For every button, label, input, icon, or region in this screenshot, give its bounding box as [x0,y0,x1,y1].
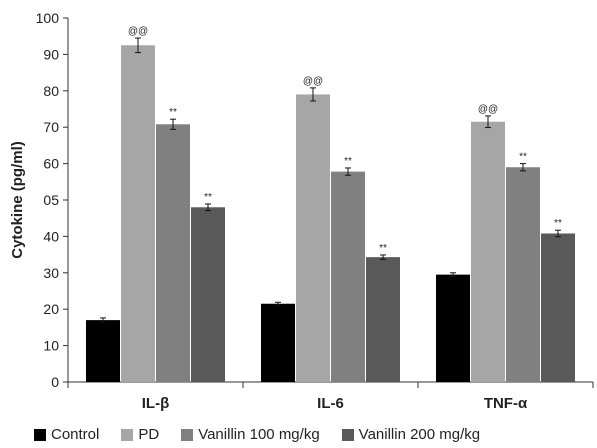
x-tick-label: IL-β [142,395,169,412]
bar [541,233,575,382]
legend-item: Control [34,426,99,443]
bar [121,45,155,383]
legend-item: Vanillin 200 mg/kg [341,426,481,443]
legend: Control PD Vanillin 100 mg/kg Vanillin 200 … [34,426,480,443]
y-tick-label: 0 [51,374,59,390]
bar [366,257,400,382]
y-tick-label: 20 [43,301,59,317]
bars: @@ ** ** @@ ** ** @@ ** ** [86,26,575,383]
legend-label: Vanillin 100 mg/kg [198,426,320,443]
y-tick-label: 60 [43,156,59,172]
significance-label: ** [344,156,352,167]
y-tick-label: 100 [36,10,60,26]
legend-label: Vanillin 200 mg/kg [358,426,481,443]
significance-label: ** [554,218,562,229]
y-tick-label: 80 [43,83,59,99]
bar [471,121,505,383]
significance-label: ** [379,243,387,254]
legend-swatch [121,428,134,441]
bar [296,94,330,382]
legend-swatch [34,428,46,441]
significance-label: ** [204,192,212,203]
legend-swatch [341,428,354,441]
significance-label: @@ [478,104,498,115]
x-tick-label: TNF-α [484,395,528,412]
bar-chart: 0 10 20 30 40 05 60 70 80 90 100 IL-β IL-6 TNF-α @@ *… [9,10,594,412]
x-tick-label: IL-6 [317,395,344,412]
y-tick-label: 70 [43,119,59,135]
x-axis: IL-β IL-6 TNF-α [67,381,594,412]
significance-label: @@ [303,76,323,87]
legend-item: Vanillin 100 mg/kg [181,426,320,443]
legend-label: PD [138,426,160,443]
y-axis-label: Cytokine (pg/ml) [9,141,26,259]
bar [86,320,120,382]
bar [261,303,295,382]
significance-label: ** [519,152,527,163]
significance-label: ** [169,107,177,118]
bar [331,171,365,382]
legend-item: PD [121,426,159,443]
y-tick-label: 40 [43,228,59,244]
y-tick-label: 05 [43,192,59,208]
bar [506,167,540,382]
bar [436,274,470,382]
y-tick-label: 90 [43,46,59,62]
legend-label: Control [51,426,100,443]
y-tick-label: 10 [43,338,59,354]
bar [191,207,225,382]
y-tick-label: 30 [43,265,59,281]
bar [156,124,190,383]
significance-label: @@ [128,26,148,37]
legend-swatch [181,428,194,441]
y-axis: 0 10 20 30 40 05 60 70 80 90 100 [36,10,69,390]
